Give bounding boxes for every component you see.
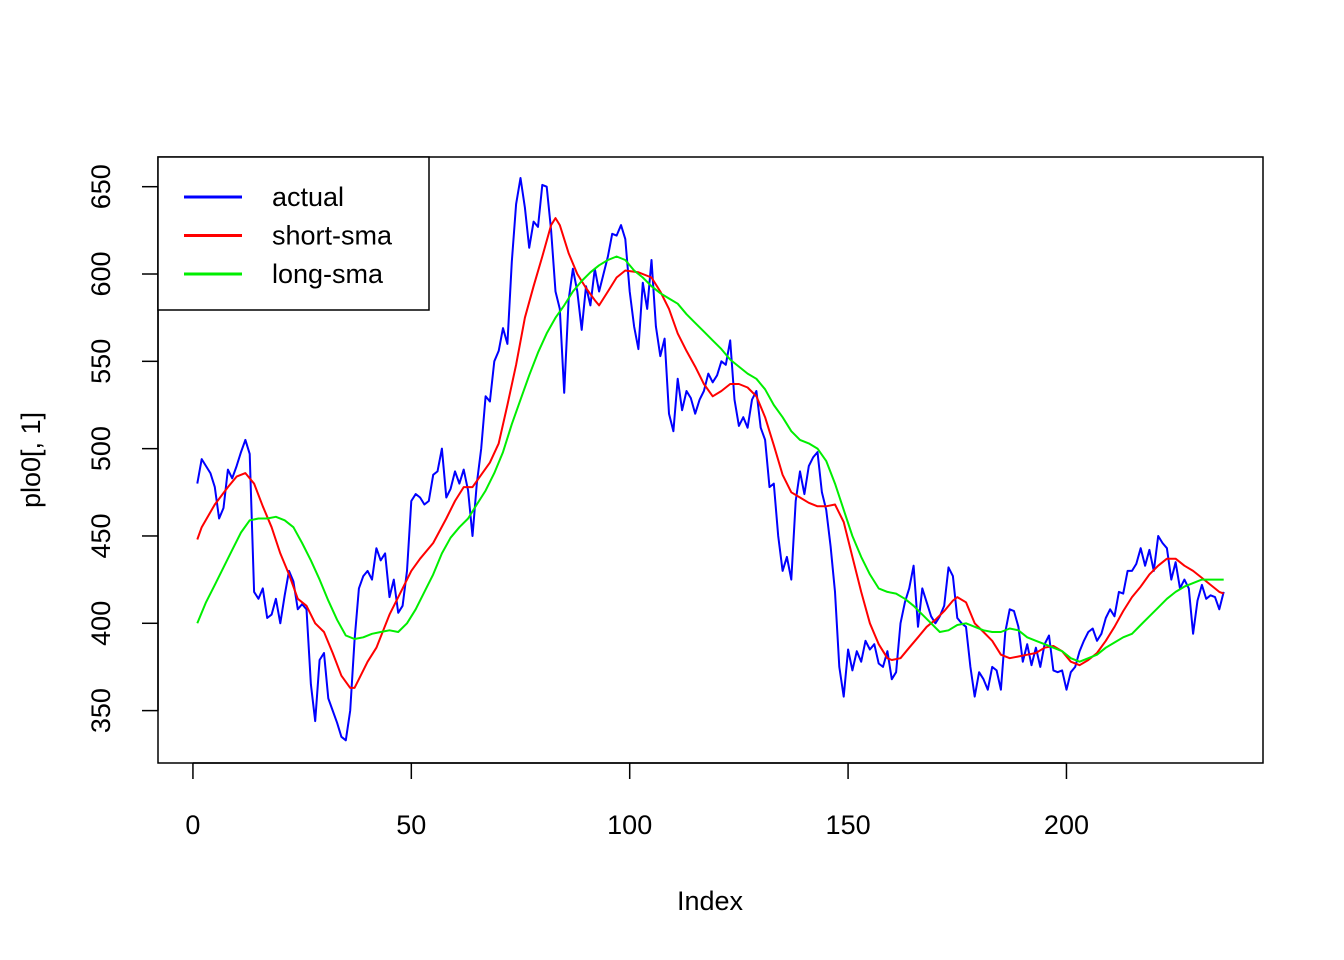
y-tick-label: 600 [86, 251, 116, 296]
legend-box [157, 156, 430, 311]
x-tick-label: 150 [826, 810, 871, 840]
series-line-short-sma [196, 217, 1225, 689]
legend: actual short-sma long-sma [157, 156, 430, 311]
x-tick-label: 50 [396, 810, 426, 840]
y-axis-title: plo0[, 1] [16, 412, 46, 508]
x-axis-title: Index [677, 886, 744, 916]
y-tick-label: 550 [86, 339, 116, 384]
y-tick-label: 650 [86, 164, 116, 209]
legend-label-short-sma: short-sma [272, 221, 393, 251]
x-tick-label: 200 [1044, 810, 1089, 840]
y-axis: 350 400 450 500 550 600 650 [86, 164, 159, 733]
y-tick-label: 400 [86, 601, 116, 646]
legend-label-actual: actual [272, 182, 344, 212]
y-tick-label: 500 [86, 426, 116, 471]
series-line-actual [196, 177, 1225, 742]
series-line-long-sma [196, 255, 1224, 663]
y-tick-label: 350 [86, 688, 116, 733]
x-tick-label: 100 [607, 810, 652, 840]
x-tick-label: 0 [185, 810, 200, 840]
legend-label-long-sma: long-sma [272, 259, 384, 289]
series-layer [196, 177, 1225, 742]
x-axis: 0 50 100 150 200 [185, 762, 1089, 840]
y-tick-label: 450 [86, 513, 116, 558]
